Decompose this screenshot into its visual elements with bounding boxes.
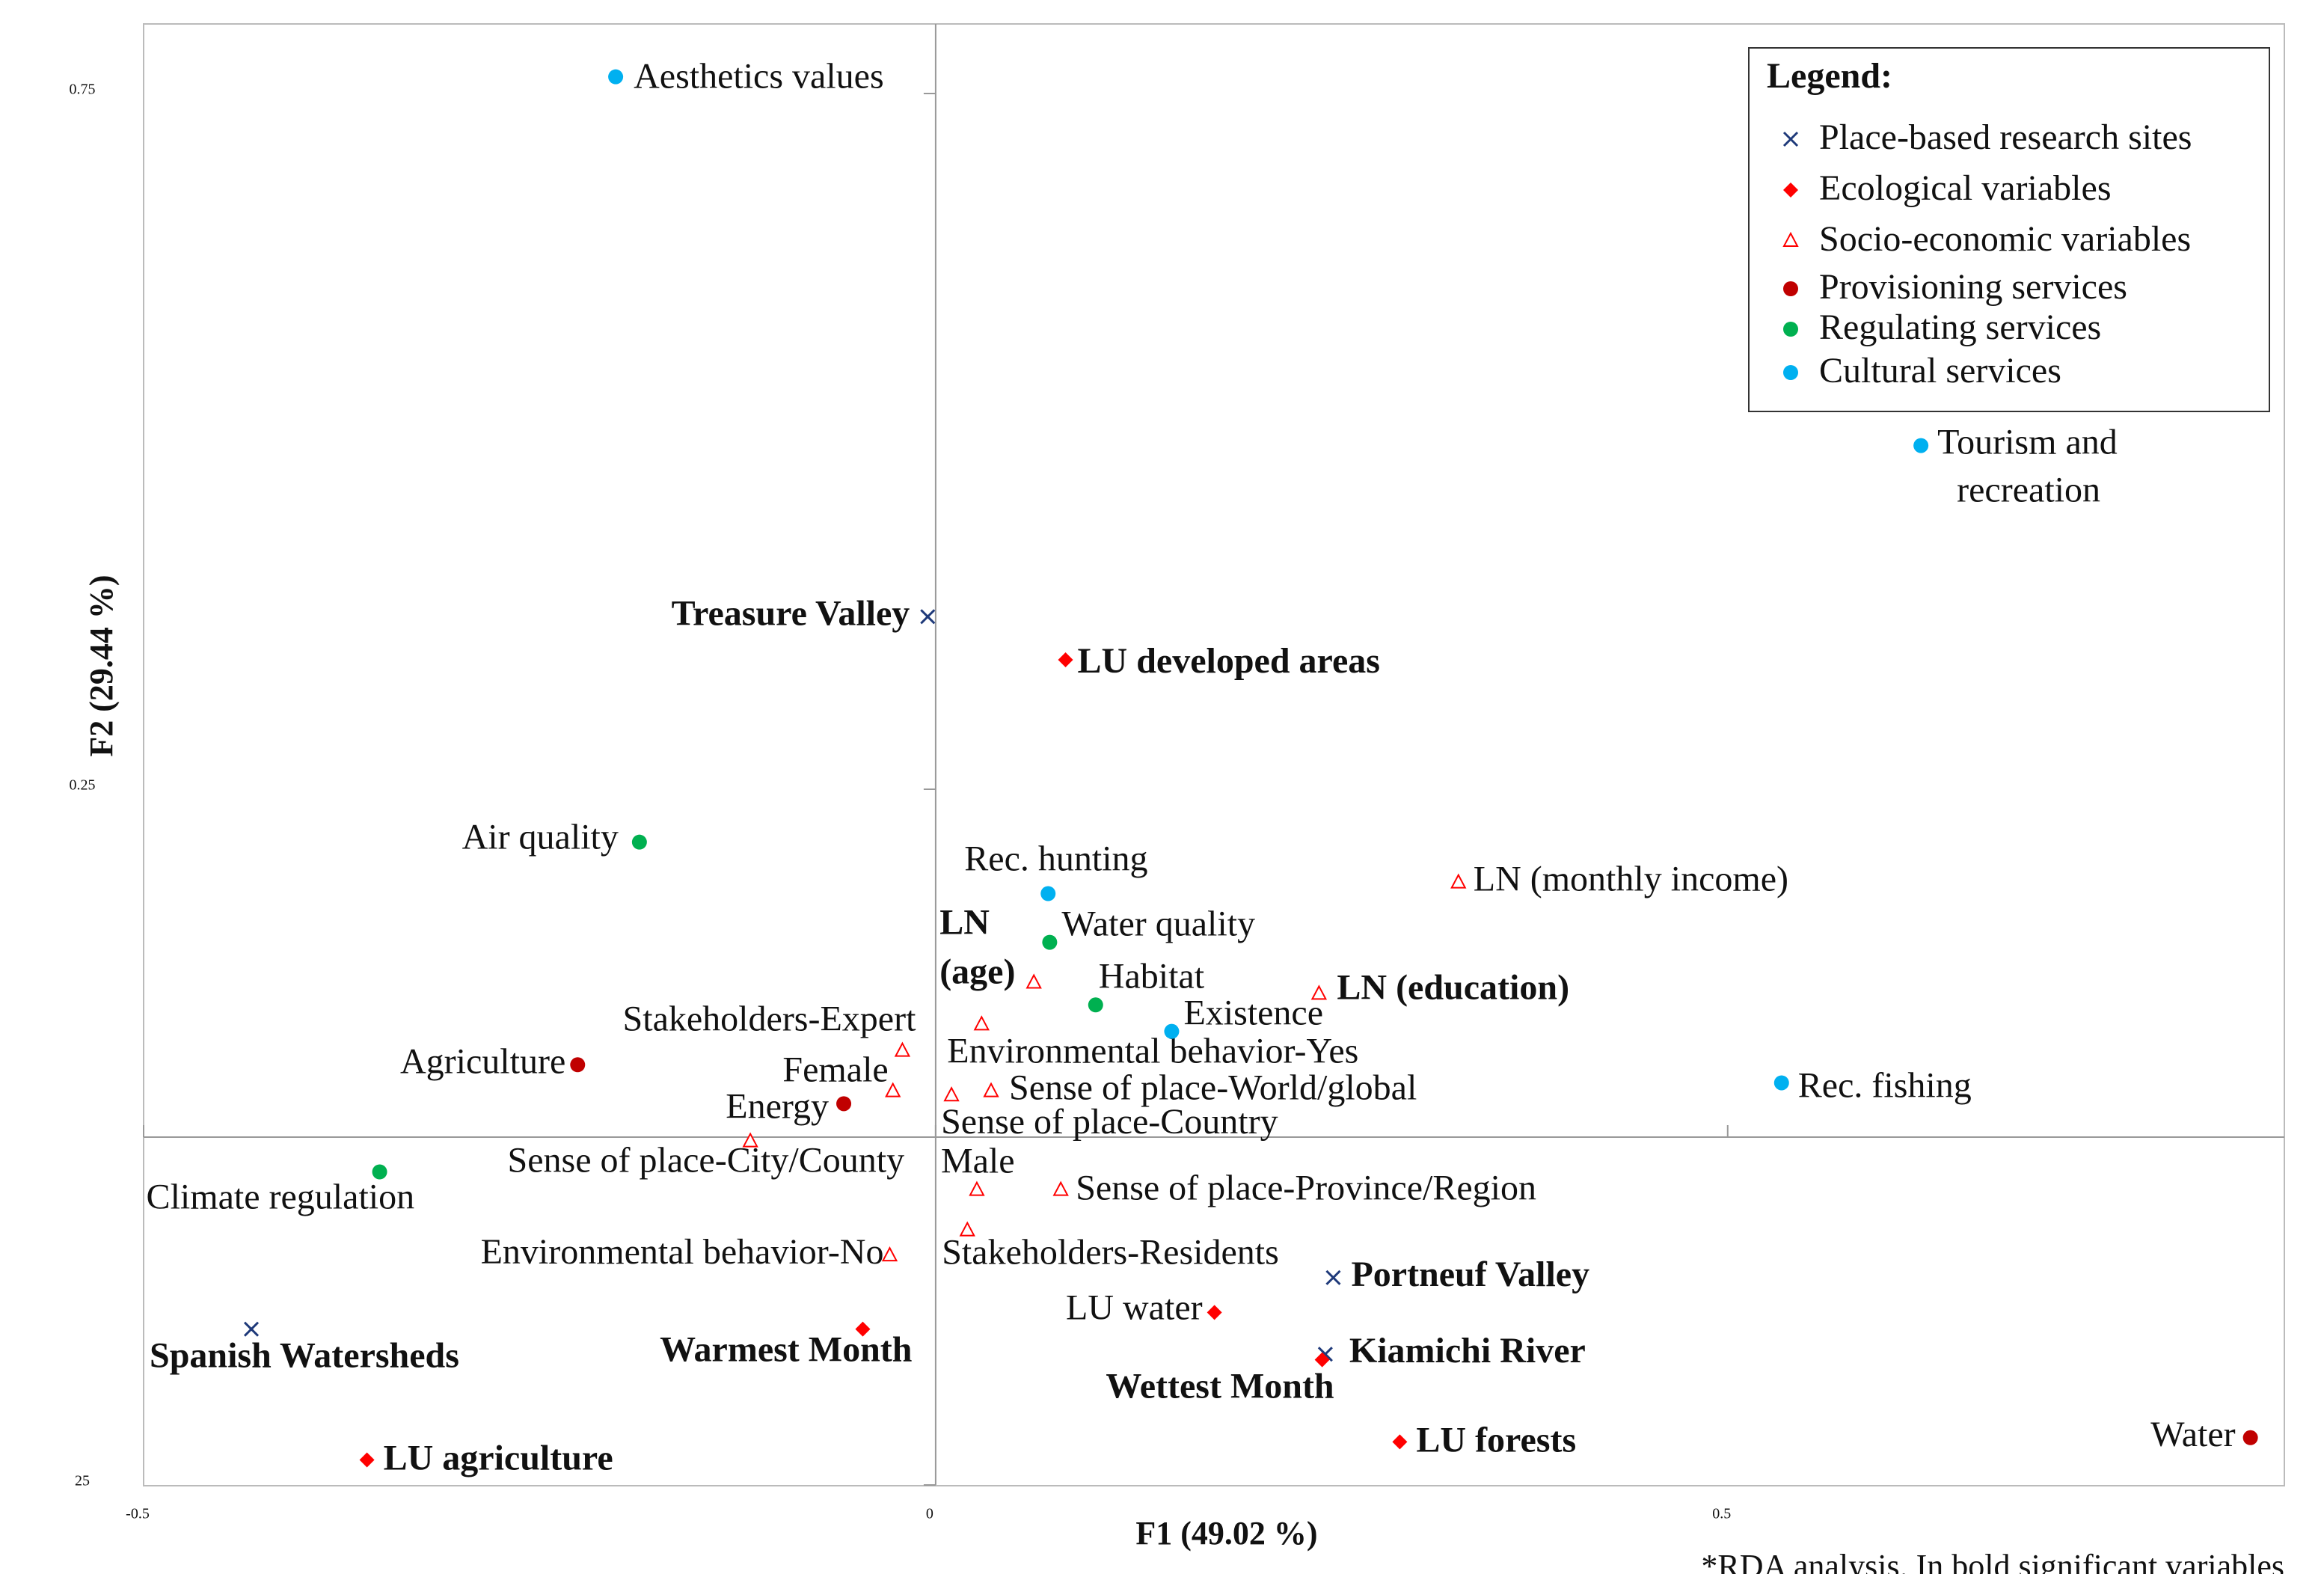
point (243, 1321, 260, 1337)
point (742, 1132, 758, 1148)
point (894, 1041, 911, 1057)
point-label: Water quality (1061, 904, 1255, 944)
legend-label: Provisioning services (1819, 267, 2127, 307)
point (885, 1082, 901, 1097)
point-label: Habitat (1099, 956, 1205, 996)
point (2242, 1430, 2258, 1445)
point-label: Rec. fishing (1798, 1065, 1972, 1105)
point (608, 69, 624, 85)
point-label: Sense of place-World/global (1009, 1068, 1417, 1108)
point (1325, 1270, 1341, 1285)
point (372, 1164, 387, 1180)
legend-label: Regulating services (1819, 307, 2101, 347)
point-label: LU water (1066, 1287, 1203, 1327)
point (855, 1321, 871, 1337)
x-marker (243, 1321, 260, 1337)
point (1450, 873, 1467, 889)
point-label: Water (2150, 1415, 2235, 1454)
point-label: LU developed areas (1078, 641, 1380, 681)
y-tick-label: 0.25 (70, 777, 96, 794)
legend-marker (1782, 231, 1799, 247)
point (1310, 984, 1328, 1000)
point (959, 1221, 975, 1237)
point (881, 1246, 898, 1262)
legend-label: Socio-economic variables (1819, 219, 2191, 259)
legend-label: Cultural services (1819, 351, 2061, 391)
point-label: Stakeholders-Expert (623, 999, 917, 1039)
point-label: Sense of place-Country (941, 1102, 1278, 1142)
x-tick-label: -0.5 (126, 1506, 150, 1522)
y-tick-label: 25 (75, 1473, 90, 1489)
point-label: Warmest Month (660, 1330, 912, 1370)
legend-marker (1783, 322, 1798, 337)
point (1164, 1023, 1180, 1039)
point (359, 1452, 375, 1468)
point-label: Female (782, 1050, 888, 1090)
x-tick-label: 0.5 (1712, 1506, 1731, 1522)
point (1052, 1180, 1069, 1196)
point-label: Aesthetics values (634, 57, 884, 97)
point (1207, 1305, 1222, 1320)
point (969, 1180, 985, 1196)
point-label: LN (age) (939, 903, 1015, 992)
point-label: Air quality (462, 818, 619, 857)
point-label: Tourism and recreation (1937, 423, 2127, 510)
legend-label: Ecological variables (1819, 168, 2112, 208)
point (1392, 1434, 1408, 1450)
plot-frame (143, 23, 2285, 1486)
x-marker (1325, 1270, 1341, 1285)
point-label: Spanish Watersheds (150, 1336, 459, 1376)
legend-label: Place-based research sites (1819, 117, 2192, 157)
point-label: Kiamichi River (1349, 1331, 1586, 1371)
x-marker (1782, 131, 1799, 147)
x-axis-title: F1 (49.02 %) (1135, 1515, 1317, 1552)
point (973, 1015, 990, 1031)
point (1040, 886, 1056, 901)
legend-box (1748, 47, 2270, 412)
point-label: Rec. hunting (964, 839, 1147, 879)
x-marker (920, 609, 936, 625)
point-label: Sense of place-City/County (508, 1141, 905, 1180)
point-label: Sense of place-Province/Region (1076, 1169, 1536, 1208)
point-label: Agriculture (400, 1041, 565, 1081)
point (631, 834, 647, 850)
point (1088, 997, 1103, 1013)
legend-marker (1783, 281, 1798, 296)
footnote: *RDA analysis. In bold significant varia… (1701, 1548, 2284, 1574)
point-label: Wettest Month (1106, 1367, 1334, 1406)
legend-marker (1783, 183, 1798, 197)
legend-title: Legend: (1767, 56, 1892, 96)
point-label: Male (941, 1142, 1015, 1181)
point-label: LU forests (1416, 1420, 1576, 1460)
point (943, 1086, 960, 1102)
point-label: Energy (726, 1086, 829, 1126)
y-tick-label: 0.75 (70, 82, 96, 98)
point (1773, 1075, 1789, 1091)
point (983, 1082, 999, 1097)
point (1025, 973, 1042, 989)
point-label: Environmental behavior-Yes (947, 1031, 1358, 1071)
point (570, 1057, 586, 1073)
point-label: Environmental behavior-No (481, 1232, 884, 1272)
point-label: Climate regulation (147, 1178, 415, 1217)
point (1913, 438, 1929, 453)
x-tick-label: 0 (926, 1506, 933, 1522)
legend-marker (1782, 131, 1799, 147)
point (1058, 652, 1073, 668)
point-label: Treasure Valley (672, 593, 910, 633)
y-axis-title: F2 (29.44 %) (83, 575, 120, 756)
point-label: Portneuf Valley (1351, 1255, 1589, 1294)
point (836, 1096, 852, 1112)
legend-marker (1783, 365, 1798, 380)
point (920, 609, 936, 625)
point (1042, 934, 1058, 950)
point-label: LU agriculture (384, 1439, 613, 1478)
point (1314, 1352, 1330, 1368)
point-label: LN (education) (1337, 967, 1569, 1007)
point-label: Existence (1183, 993, 1323, 1033)
point-label: LN (monthly income) (1474, 860, 1788, 899)
point-label: Stakeholders-Residents (942, 1233, 1279, 1273)
